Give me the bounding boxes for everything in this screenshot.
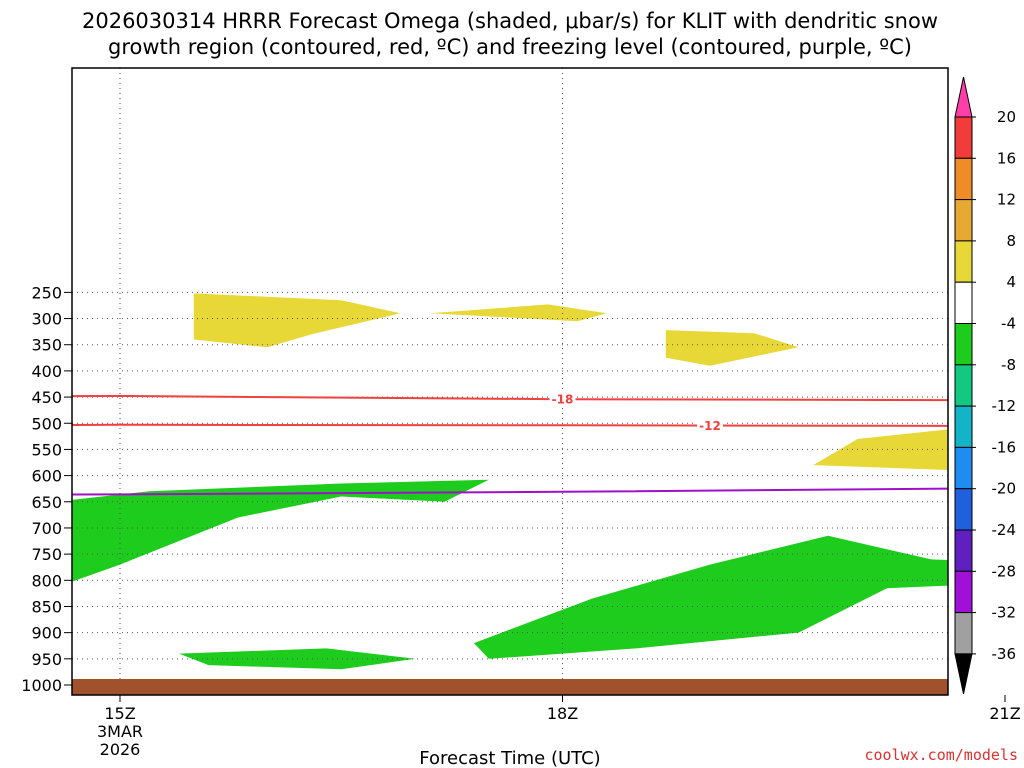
source-credit: coolwx.com/models	[864, 746, 1018, 764]
colorbar-segment	[954, 405, 973, 448]
colorbar-segment	[954, 116, 973, 159]
colorbar-segment	[954, 323, 973, 366]
colorbar-segment	[954, 199, 973, 242]
colorbar-segment	[954, 570, 973, 614]
y-tick-label: 500	[31, 414, 62, 433]
x-tick-label: 21Z	[989, 704, 1020, 723]
y-tick-label: 600	[31, 467, 62, 486]
colorbar-label: -8	[1001, 356, 1016, 374]
y-tick-label: 650	[31, 493, 62, 512]
y-tick-label: 400	[31, 362, 62, 381]
plot-frame	[71, 67, 949, 696]
colorbar-label: -36	[992, 645, 1017, 663]
dgz-minus18-label-bg	[549, 392, 576, 407]
dgz-minus12-label: -12	[699, 419, 721, 433]
y-tick-label: 900	[31, 624, 62, 643]
colorbar-label: 20	[997, 108, 1016, 126]
colorbar-label: -16	[992, 438, 1017, 456]
colorbar-label: -4	[1001, 315, 1016, 333]
colorbar-segment	[954, 529, 973, 572]
colorbar-label: 12	[997, 191, 1016, 209]
colorbar-segment	[954, 281, 973, 325]
colorbar-segment	[954, 488, 973, 531]
y-tick-label: 550	[31, 440, 62, 459]
colorbar-label: 8	[1006, 232, 1016, 250]
colorbar-segment	[954, 446, 973, 490]
y-tick-label: 800	[31, 571, 62, 590]
chart-title-line2: growth region (contoured, red, ºC) and f…	[108, 35, 912, 59]
sinking-region-3	[474, 535, 948, 659]
dgz-minus18-line	[72, 394, 948, 402]
y-tick-label: 250	[31, 283, 62, 302]
colorbar-bottom-arrow	[954, 653, 973, 695]
colorbar-label: 4	[1006, 273, 1016, 291]
colorbar-label: -28	[992, 562, 1017, 580]
rising-region-upper-1	[193, 293, 401, 348]
y-tick-label: 1000	[21, 676, 62, 695]
ground-surface	[72, 679, 948, 695]
freezing-level-0-line	[72, 487, 948, 496]
x-tick-label: 15Z	[104, 704, 135, 723]
y-tick-label: 750	[31, 545, 62, 564]
colorbar-label: -32	[992, 604, 1017, 622]
x-tick-label: 18Z	[547, 704, 578, 723]
rising-region-upper-3	[665, 330, 799, 366]
y-tick-label: 950	[31, 650, 62, 669]
x-tick-date: 3MAR	[97, 722, 143, 741]
colorbar-label: 16	[997, 149, 1016, 167]
y-tick-label: 300	[31, 310, 62, 329]
y-tick-label: 450	[31, 388, 62, 407]
dgz-minus12-label-bg	[697, 418, 723, 433]
colorbar-label: -24	[992, 521, 1017, 539]
y-tick-label: 700	[31, 519, 62, 538]
colorbar-segment	[954, 364, 973, 407]
colorbar-segment	[954, 612, 973, 655]
colorbar: 20 16 12 8 4 -4 -8 -12 -16 -20 -24 -28 -32 -36	[954, 76, 1017, 695]
x-axis-label: Forecast Time (UTC)	[419, 748, 600, 768]
chart-title-line1: 2026030314 HRRR Forecast Omega (shaded, …	[82, 9, 938, 33]
colorbar-segment	[954, 240, 973, 283]
dgz-minus12-line	[72, 423, 948, 427]
rising-region-central	[813, 429, 948, 470]
colorbar-top-arrow	[954, 76, 973, 118]
colorbar-label: -12	[992, 397, 1017, 415]
y-tick-label: 350	[31, 336, 62, 355]
x-tick-year: 2026	[100, 740, 141, 759]
colorbar-segment	[954, 157, 973, 201]
colorbar-label: -20	[992, 480, 1017, 498]
y-tick-label: 850	[31, 597, 62, 616]
dgz-minus18-label: -18	[552, 393, 574, 407]
sinking-region-1	[72, 479, 489, 582]
